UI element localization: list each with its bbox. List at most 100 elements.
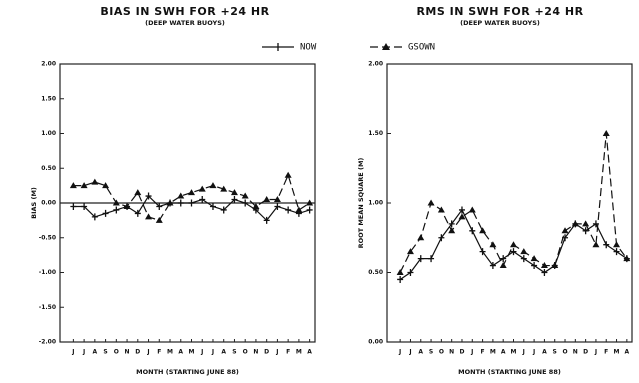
marker <box>242 199 249 207</box>
marker <box>407 269 414 276</box>
x-axis-label: MONTH (STARTING JUNE 88) <box>458 368 561 376</box>
marker <box>571 220 579 227</box>
x-tick-label: S <box>553 349 557 356</box>
x-tick-label: A <box>625 349 630 356</box>
x-tick-label: F <box>481 349 485 356</box>
marker <box>295 206 303 213</box>
marker <box>582 227 589 235</box>
marker <box>112 199 120 206</box>
marker <box>613 248 620 256</box>
x-tick-label: A <box>221 349 226 356</box>
marker <box>458 206 465 214</box>
marker <box>510 241 517 248</box>
x-tick-label: M <box>167 349 173 356</box>
marker <box>602 130 610 136</box>
marker <box>263 196 271 203</box>
marker <box>541 269 548 276</box>
x-tick-label: N <box>253 349 258 356</box>
marker <box>199 196 206 204</box>
marker <box>561 227 569 234</box>
marker <box>406 248 414 255</box>
y-axis-label: ROOT MEAN SQUARE (M) <box>357 158 365 249</box>
marker <box>438 234 445 242</box>
x-tick-label: O <box>562 349 567 356</box>
x-tick-label: J <box>408 349 411 356</box>
marker <box>592 220 599 228</box>
marker <box>551 262 559 269</box>
marker <box>489 262 496 270</box>
marker <box>134 209 141 217</box>
marker <box>397 275 404 283</box>
marker <box>209 202 216 210</box>
marker <box>102 209 109 217</box>
marker <box>241 192 249 199</box>
marker <box>510 248 517 256</box>
marker <box>91 178 99 185</box>
x-tick-label: J <box>275 349 278 356</box>
plot-frame <box>386 63 633 343</box>
marker <box>166 199 174 206</box>
x-tick-label: J <box>522 349 525 356</box>
marker <box>220 185 228 192</box>
y-tick-label: 0.00 <box>368 339 383 346</box>
y-tick-label: 2.00 <box>368 61 383 68</box>
x-tick-label: S <box>232 349 236 356</box>
marker <box>623 255 631 262</box>
y-axis-label: BIAS (M) <box>30 187 38 219</box>
marker <box>156 202 163 210</box>
marker <box>458 213 466 220</box>
marker <box>428 255 435 263</box>
x-tick-label: D <box>135 349 140 356</box>
marker <box>273 196 281 203</box>
x-tick-label: M <box>614 349 620 356</box>
marker <box>306 199 314 206</box>
x-tick-label: A <box>418 349 423 356</box>
x-tick-label: J <box>398 349 401 356</box>
marker <box>306 206 313 214</box>
x-tick-label: M <box>296 349 302 356</box>
chart-title: BIAS IN SWH FOR +24 HR <box>100 5 269 18</box>
chart-subtitle: (DEEP WATER BUOYS) <box>145 19 225 27</box>
x-tick-label: J <box>71 349 74 356</box>
x-tick-label: A <box>93 349 98 356</box>
x-axis-label: MONTH (STARTING JUNE 88) <box>136 368 239 376</box>
y-tick-label: 1.00 <box>368 200 383 207</box>
marker <box>285 206 292 214</box>
y-tick-label: -2.00 <box>39 339 56 346</box>
marker <box>417 234 425 241</box>
marker <box>188 189 195 196</box>
marker <box>177 192 185 199</box>
x-tick-label: O <box>439 349 444 356</box>
y-tick-label: 2.00 <box>41 61 56 68</box>
marker <box>479 248 486 256</box>
marker <box>177 199 184 207</box>
x-tick-label: F <box>604 349 608 356</box>
marker <box>188 199 195 207</box>
marker <box>81 202 88 210</box>
marker <box>145 192 152 200</box>
series-line <box>73 173 310 222</box>
legend-marker <box>382 43 390 50</box>
marker <box>540 262 548 269</box>
x-tick-label: O <box>114 349 119 356</box>
x-tick-label: J <box>200 349 203 356</box>
marker <box>91 213 98 221</box>
marker <box>396 269 404 275</box>
x-tick-label: A <box>542 349 547 356</box>
marker <box>468 206 476 213</box>
x-tick-label: S <box>103 349 107 356</box>
y-tick-label: 0.00 <box>41 200 56 207</box>
y-tick-label: 0.50 <box>368 269 383 276</box>
marker <box>499 262 507 269</box>
y-tick-label: 1.00 <box>41 130 56 137</box>
x-tick-label: N <box>573 349 578 356</box>
x-tick-label: M <box>490 349 496 356</box>
x-tick-label: D <box>264 349 269 356</box>
x-tick-label: M <box>189 349 195 356</box>
marker <box>603 241 610 249</box>
marker <box>437 206 445 213</box>
legend-label: NOW <box>300 43 317 53</box>
x-tick-label: S <box>429 349 433 356</box>
marker <box>134 189 142 196</box>
